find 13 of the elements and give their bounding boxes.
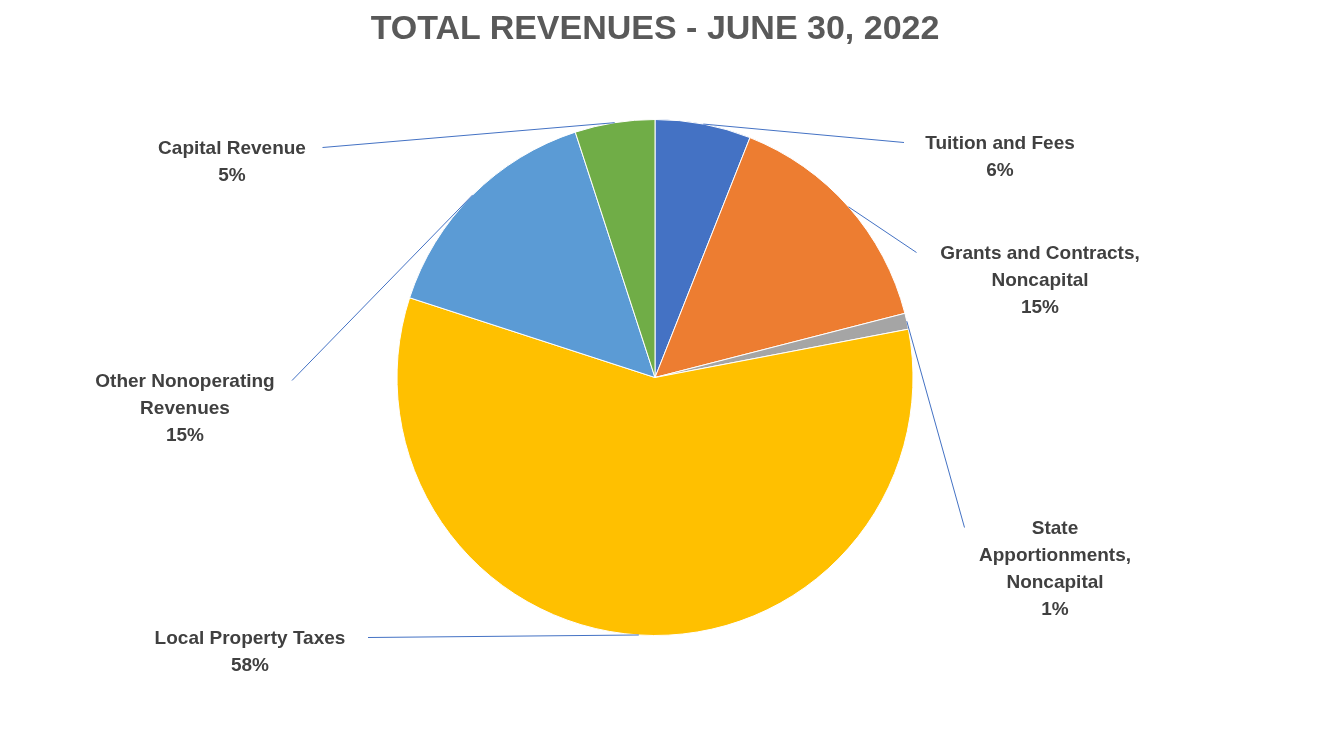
data-label: 58% xyxy=(230,653,270,675)
data-label: 6% xyxy=(986,158,1014,180)
slice-label: State Apportionments, Noncapital xyxy=(979,516,1131,592)
slice-label: Capital Revenue xyxy=(158,136,306,158)
slice-label: Grants and Contracts, Noncapital xyxy=(940,241,1140,290)
data-label: 1% xyxy=(1041,597,1069,619)
slice-label: Tuition and Fees xyxy=(925,131,1075,153)
data-label: 5% xyxy=(218,163,246,185)
slice-label: Other Nonoperating Revenues xyxy=(95,369,275,418)
chart-title: TOTAL REVENUES - JUNE 30, 2022 xyxy=(370,8,940,46)
slice-label: Local Property Taxes xyxy=(154,626,346,648)
data-label: 15% xyxy=(1020,295,1060,317)
data-label: 15% xyxy=(165,423,205,445)
